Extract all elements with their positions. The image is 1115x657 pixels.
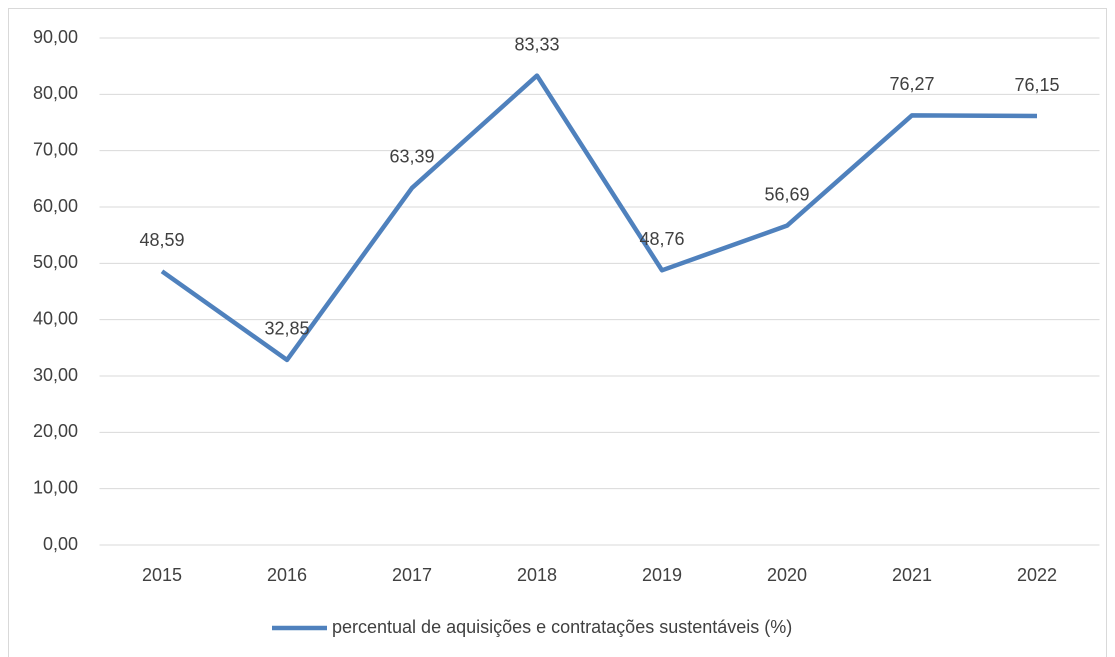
y-tick-label: 80,00 [33, 83, 78, 103]
y-tick-label: 70,00 [33, 139, 78, 159]
y-tick-label: 60,00 [33, 196, 78, 216]
data-line [160, 73, 1038, 363]
data-label: 48,76 [639, 229, 684, 249]
x-tick-label: 2018 [517, 565, 557, 585]
y-tick-label: 20,00 [33, 421, 78, 441]
y-tick-label: 40,00 [33, 308, 78, 328]
y-tick-label: 0,00 [43, 534, 78, 554]
y-tick-label: 10,00 [33, 477, 78, 497]
data-label: 83,33 [514, 34, 559, 54]
data-label: 32,85 [264, 319, 309, 339]
y-tick-label: 90,00 [33, 27, 78, 47]
data-label: 76,15 [1014, 75, 1059, 95]
data-label: 48,59 [139, 230, 184, 250]
x-tick-label: 2019 [642, 565, 682, 585]
data-label: 76,27 [889, 74, 934, 94]
x-tick-label: 2022 [1017, 565, 1057, 585]
data-label: 56,69 [764, 184, 809, 204]
x-tick-label: 2015 [142, 565, 182, 585]
x-tick-label: 2021 [892, 565, 932, 585]
y-tick-label: 30,00 [33, 365, 78, 385]
legend-label: percentual de aquisições e contratações … [332, 617, 792, 637]
x-tick-label: 2016 [267, 565, 307, 585]
x-tick-label: 2020 [767, 565, 807, 585]
y-tick-label: 50,00 [33, 252, 78, 272]
x-tick-label: 2017 [392, 565, 432, 585]
data-label: 63,39 [389, 147, 434, 167]
